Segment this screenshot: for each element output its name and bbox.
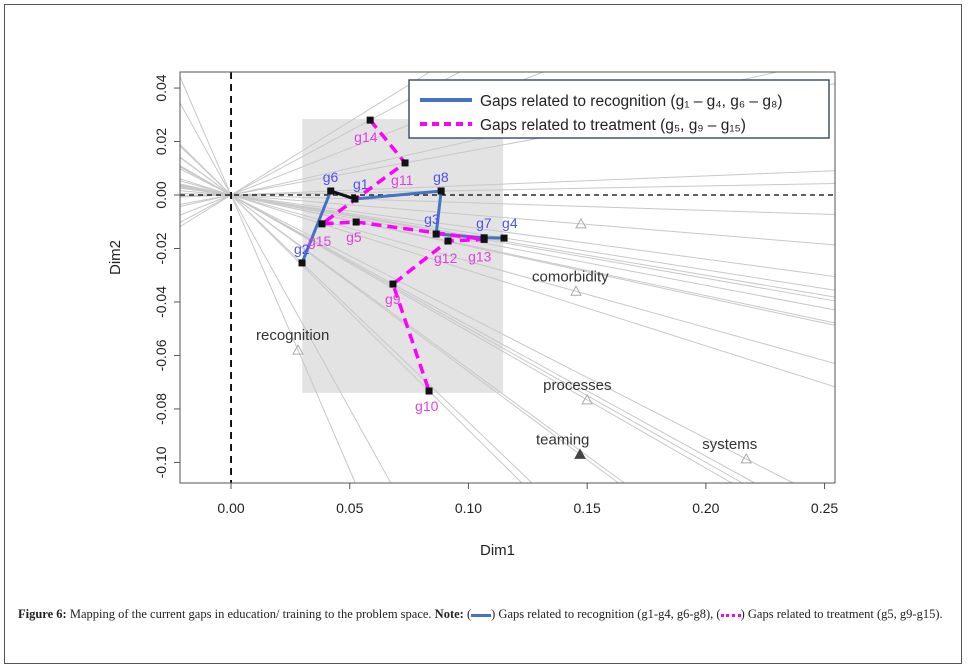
gap-point-g8 <box>437 187 445 195</box>
plot-border <box>179 71 836 484</box>
y-tick-label: -0.10 <box>153 446 169 478</box>
x-tick-label: 0.05 <box>336 500 363 516</box>
biplot-ray <box>179 192 836 216</box>
caption-note-label: Note: <box>434 607 464 621</box>
treatment-path <box>316 119 485 392</box>
problem-label-processes: processes <box>543 377 611 394</box>
biplot-ray <box>179 76 356 484</box>
biplot-chart: g1 g2 g3 g4 g5 g6 g7 g8 g9 g10 g11 g12 g13 g14 g15 reco… <box>107 71 838 559</box>
biplot-ray <box>179 102 392 484</box>
gap-label-g3: g3 <box>424 211 440 227</box>
biplot-ray <box>179 187 836 278</box>
y-tick-label: 0.02 <box>153 128 169 155</box>
y-tick-label: -0.04 <box>153 286 169 318</box>
gap-point-g5 <box>352 218 360 226</box>
gap-point-g10 <box>425 387 433 395</box>
caption-figure-label: Figure 6: <box>18 607 67 621</box>
gap-label-g2: g2 <box>294 241 310 257</box>
legend-label-recognition: Gaps related to recognition (g₁ – g₄, g₆… <box>480 93 783 110</box>
biplot-ray <box>179 170 836 198</box>
biplot-ray <box>179 157 625 484</box>
problem-marker <box>292 344 304 355</box>
gap-label-g7: g7 <box>476 215 492 231</box>
gap-point-g14 <box>366 116 374 124</box>
x-axis-label: Dim1 <box>480 542 515 559</box>
caption-text: Mapping of the current gaps in education… <box>66 607 435 621</box>
biplot-ray <box>179 165 743 484</box>
gap-label-g12: g12 <box>434 250 458 266</box>
y-tick-label: 0.04 <box>153 74 169 101</box>
figure-caption: Figure 6: Mapping of the current gaps in… <box>18 607 943 621</box>
problem-marker <box>740 452 753 464</box>
gap-point-g9 <box>389 280 397 288</box>
biplot-ray <box>179 184 836 311</box>
caption-treatment: Gaps related to treatment (g5, g9-g15). <box>744 607 943 621</box>
y-tick-label: 0.00 <box>153 181 169 208</box>
gap-label-g11: g11 <box>391 172 414 188</box>
legend-label-treatment: Gaps related to treatment (g₅, g₉ – g₁₅) <box>480 117 746 134</box>
gap-point-g2 <box>298 259 306 267</box>
biplot-ray <box>179 144 523 484</box>
biplot-ray <box>179 182 836 197</box>
gap-point-g1 <box>351 195 359 203</box>
gap-point-g12 <box>444 237 452 245</box>
problem-marker <box>575 217 587 229</box>
gap-label-g8: g8 <box>433 169 449 185</box>
x-tick-label: 0.20 <box>692 500 719 516</box>
dotted-line-swatch <box>720 613 741 617</box>
biplot-ray <box>179 178 836 388</box>
gap-label-g6: g6 <box>323 169 339 185</box>
problem-marker <box>574 448 586 459</box>
y-tick-label: -0.06 <box>153 339 169 371</box>
biplot-ray <box>179 190 836 246</box>
caption-recognition: Gaps related to recognition (g1-g4, g6-g… <box>495 607 717 621</box>
biplot-ray <box>179 168 794 484</box>
biplot-ray <box>179 185 836 302</box>
gap-label-g13: g13 <box>468 248 492 264</box>
problem-marker <box>581 393 593 405</box>
x-tick-label: 0.15 <box>574 500 601 516</box>
gap-label-g4: g4 <box>502 215 518 231</box>
gap-point-g3 <box>432 230 440 238</box>
gap-point-g11 <box>401 159 409 167</box>
solid-line-swatch <box>471 613 492 617</box>
plot-area <box>179 71 836 484</box>
gap-label-g15: g15 <box>308 233 332 249</box>
gap-label-g5: g5 <box>346 229 362 245</box>
biplot-ray <box>179 71 430 228</box>
gap-point-g4 <box>500 234 508 242</box>
gap-point-g6 <box>327 187 335 195</box>
figure-frame <box>4 4 962 664</box>
problem-marker <box>570 285 582 296</box>
biplot-ray <box>179 183 836 324</box>
gap-point-g13 <box>480 235 488 243</box>
problem-label-systems: systems <box>702 436 757 453</box>
biplot-ray <box>179 166 755 484</box>
g6-g1-segment <box>330 189 356 201</box>
gap-label-g14: g14 <box>354 129 378 145</box>
x-tick-label: 0.00 <box>217 500 244 516</box>
biplot-ray <box>179 180 836 365</box>
legend: Gaps related to recognition (g₁ – g₄, g₆… <box>408 79 830 139</box>
problem-label-teaming: teaming <box>536 431 589 448</box>
y-axis-label: Dim2 <box>107 240 124 275</box>
gap-label-g10: g10 <box>415 398 439 414</box>
y-tick-label: -0.02 <box>153 232 169 264</box>
problem-label-recognition: recognition <box>256 327 329 344</box>
x-tick-label: 0.25 <box>811 500 838 516</box>
problem-label-comorbidity: comorbidity <box>532 268 609 285</box>
x-tick-label: 0.10 <box>455 500 482 516</box>
gap-point-g15 <box>318 220 326 228</box>
legend-box <box>408 79 830 139</box>
gap-label-g1: g1 <box>353 176 369 192</box>
y-tick-label: -0.08 <box>153 393 169 425</box>
gap-label-g9: g9 <box>385 291 401 307</box>
